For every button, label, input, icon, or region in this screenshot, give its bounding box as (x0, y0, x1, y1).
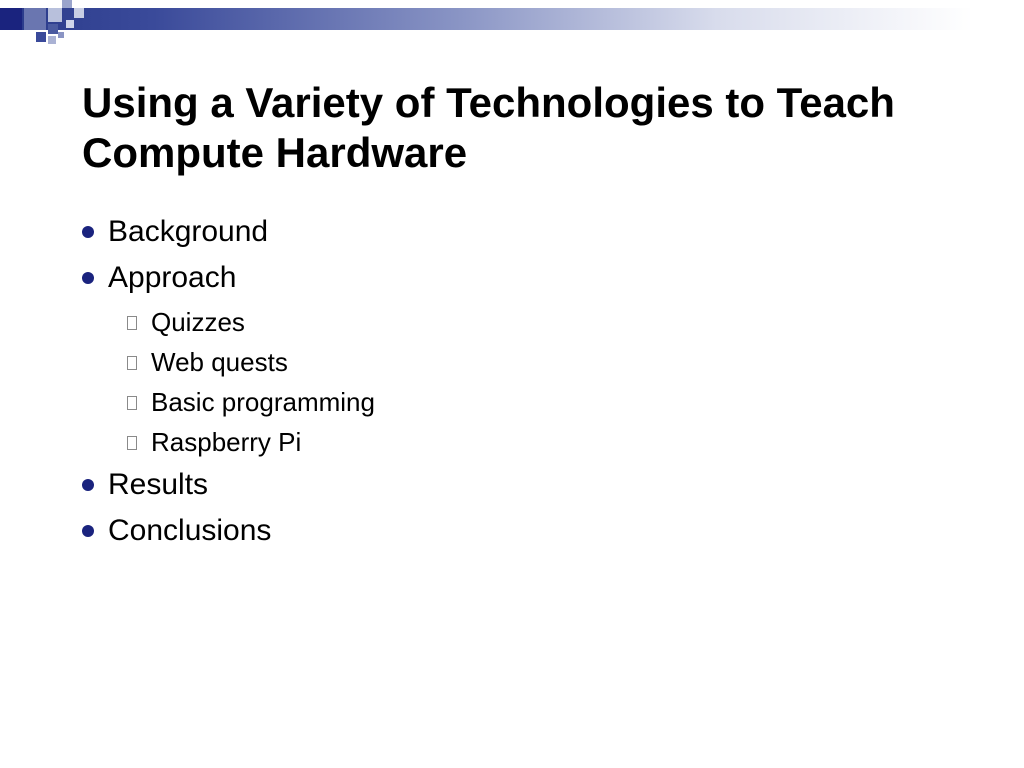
bullet-lvl2-text: Raspberry Pi (151, 427, 301, 458)
bullet-dot-icon (82, 479, 94, 491)
bullet-lvl1: Background (82, 215, 964, 249)
deco-square (48, 24, 58, 34)
deco-square (48, 8, 62, 22)
deco-square (66, 20, 74, 28)
bullet-lvl2-text: Basic programming (151, 387, 375, 418)
deco-square (62, 0, 72, 8)
slide: Using a Variety of Technologies to Teach… (0, 0, 1024, 768)
bullet-box-icon (127, 356, 137, 370)
bullet-lvl1-text: Background (108, 215, 268, 249)
bullet-dot-icon (82, 226, 94, 238)
bullet-lvl2-text: Web quests (151, 347, 288, 378)
deco-square (48, 36, 56, 44)
corner-pixel-decoration (0, 0, 90, 55)
bullet-lvl1: Conclusions (82, 514, 964, 548)
deco-square (36, 32, 46, 42)
bullet-content: Background Approach Quizzes Web quests Basic… (82, 215, 964, 560)
bullet-dot-icon (82, 272, 94, 284)
bullet-box-icon (127, 396, 137, 410)
bullet-lvl2-group: Quizzes Web quests Basic programming Raspbe… (127, 307, 964, 458)
bullet-lvl2-text: Quizzes (151, 307, 245, 338)
bullet-lvl2: Basic programming (127, 387, 964, 418)
bullet-lvl1-text: Results (108, 468, 208, 502)
header-gradient-bar (0, 8, 1024, 30)
bullet-box-icon (127, 436, 137, 450)
deco-square (24, 8, 46, 30)
bullet-dot-icon (82, 525, 94, 537)
bullet-lvl1-text: Approach (108, 261, 236, 295)
bullet-lvl1-text: Conclusions (108, 514, 271, 548)
deco-square (58, 32, 64, 38)
deco-square (0, 8, 22, 30)
bullet-lvl1: Results (82, 468, 964, 502)
bullet-lvl2: Web quests (127, 347, 964, 378)
bullet-lvl2: Quizzes (127, 307, 964, 338)
deco-square (74, 8, 84, 18)
bullet-lvl2: Raspberry Pi (127, 427, 964, 458)
slide-title: Using a Variety of Technologies to Teach… (82, 78, 964, 177)
bullet-lvl1: Approach (82, 261, 964, 295)
bullet-box-icon (127, 316, 137, 330)
